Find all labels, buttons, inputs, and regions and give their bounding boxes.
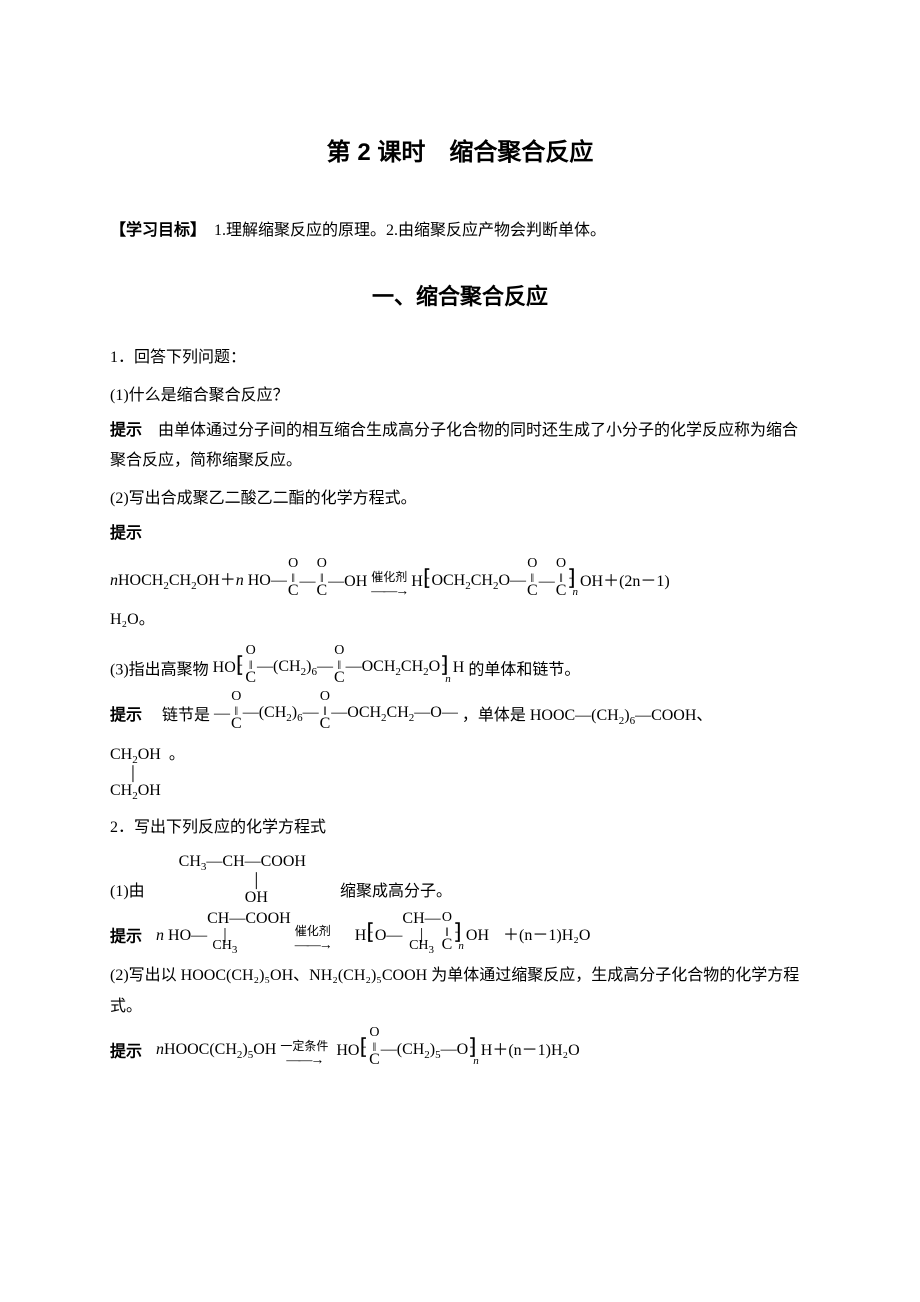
answer-1-1-text: 由单体通过分子间的相互缩合生成高分子化合物的同时还生成了小分子的化学反应称为缩合… [110,422,798,469]
hint-label: 提示 [110,706,142,723]
learning-objectives: 【学习目标】 1.理解缩聚反应的原理。2.由缩聚反应产物会判断单体。 [110,216,810,246]
question-1-1: (1)什么是缩合聚合反应？ [110,381,810,411]
answer-2-1: 提示 n HO— CH—COOH │ CH3 催化剂――→ H⁅ O— CH— … [110,911,810,953]
question-1-3: (3)指出高聚物 HO⁅ O‖C —(CH2)6— O‖C —OCH2CH2O … [110,644,810,686]
section-1-title: 一、缩合聚合反应 [110,276,810,318]
hint-label: 提示 [110,422,142,439]
question-2-2: (2)写出以 HOOC(CH₂)₅OH、NH₂(CH₂)₅COOH 为单体通过缩… [110,961,810,1022]
answer-2-2: 提示 nHOOC(CH2)5OH 一定条件――→ HO⁅ O‖C —(CH2)5… [110,1026,810,1068]
answer-1-1: 提示 由单体通过分子间的相互缩合生成高分子化合物的同时还生成了小分子的化学反应称… [110,416,810,477]
question-1: 1．回答下列问题： [110,343,810,373]
hint-label: 提示 [110,929,142,946]
equation-1-2: nHOCH2CH2OH＋n HO— O‖C — O‖C —OH 催化剂――→ H… [110,557,810,599]
objectives-label: 【学习目标】 [110,222,198,239]
question-2-1: (1)由 CH3—CH—COOH │ OH 缩聚成高分子。 [110,852,810,908]
hint-label: 提示 [110,1044,142,1061]
monomer-diol: CH2OH │ CH2OH 。 [110,740,810,804]
question-2: 2．写出下列反应的化学方程式 [110,813,810,843]
question-1-2: (2)写出合成聚乙二酸乙二酯的化学方程式。 [110,484,810,514]
equation-1-2-tail: H₂O。 [110,605,810,635]
objectives-text: 1.理解缩聚反应的原理。2.由缩聚反应产物会判断单体。 [198,222,606,239]
lesson-title: 第 2 课时 缩合聚合反应 [110,130,810,176]
answer-1-3: 提示 链节是 — O‖C —(CH2)6— O‖C —OCH2CH2—O— ，单… [110,690,810,732]
hint-label: 提示 [110,525,142,542]
hint-1-2: 提示 [110,519,810,549]
